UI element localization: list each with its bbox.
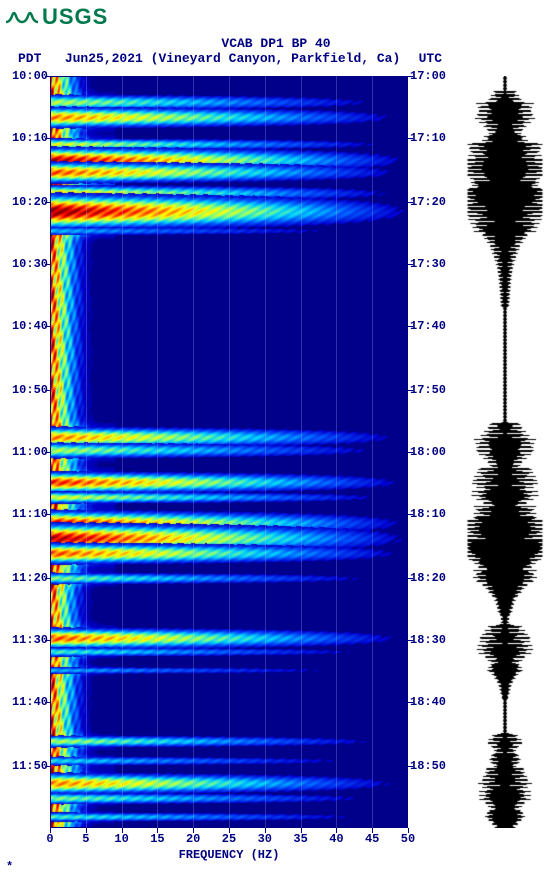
tz-left: PDT bbox=[18, 51, 41, 66]
y-tick-right: 17:10 bbox=[410, 131, 458, 145]
y-tick-left: 11:10 bbox=[0, 507, 48, 521]
y-tick-left: 11:20 bbox=[0, 571, 48, 585]
tz-right: UTC bbox=[419, 51, 442, 66]
y-tick-right: 17:20 bbox=[410, 195, 458, 209]
y-tick-left: 10:10 bbox=[0, 131, 48, 145]
title-location: (Vineyard Canyon, Parkfield, Ca) bbox=[151, 51, 401, 66]
y-axis-left: 10:0010:1010:2010:3010:4010:5011:0011:10… bbox=[0, 76, 48, 828]
seismogram bbox=[466, 76, 544, 828]
chart-title: VCAB DP1 BP 40 PDT Jun25,2021 (Vineyard … bbox=[0, 34, 552, 66]
y-tick-right: 18:00 bbox=[410, 445, 458, 459]
y-tick-left: 11:00 bbox=[0, 445, 48, 459]
y-tick-right: 18:20 bbox=[410, 571, 458, 585]
x-tick: 40 bbox=[329, 832, 343, 846]
y-tick-left: 10:00 bbox=[0, 69, 48, 83]
y-tick-right: 17:30 bbox=[410, 257, 458, 271]
x-tick: 30 bbox=[258, 832, 272, 846]
title-date: Jun25,2021 bbox=[65, 51, 143, 66]
y-tick-right: 17:50 bbox=[410, 383, 458, 397]
y-axis-right: 17:0017:1017:2017:3017:4017:5018:0018:10… bbox=[410, 76, 458, 828]
y-tick-left: 11:30 bbox=[0, 633, 48, 647]
y-tick-left: 10:50 bbox=[0, 383, 48, 397]
x-axis-label: FREQUENCY (HZ) bbox=[50, 848, 408, 862]
x-tick: 20 bbox=[186, 832, 200, 846]
x-tick: 45 bbox=[365, 832, 379, 846]
wave-icon bbox=[6, 8, 38, 26]
x-tick: 50 bbox=[401, 832, 415, 846]
y-tick-right: 18:10 bbox=[410, 507, 458, 521]
x-tick: 5 bbox=[82, 832, 89, 846]
usgs-logo: USGS bbox=[0, 0, 552, 34]
y-tick-left: 11:50 bbox=[0, 759, 48, 773]
x-tick: 10 bbox=[114, 832, 128, 846]
y-tick-right: 18:40 bbox=[410, 695, 458, 709]
x-tick: 25 bbox=[222, 832, 236, 846]
y-tick-left: 11:40 bbox=[0, 695, 48, 709]
y-tick-right: 18:30 bbox=[410, 633, 458, 647]
y-tick-right: 18:50 bbox=[410, 759, 458, 773]
title-station: VCAB DP1 BP 40 bbox=[10, 36, 542, 51]
x-tick: 35 bbox=[293, 832, 307, 846]
y-tick-left: 10:20 bbox=[0, 195, 48, 209]
x-tick: 0 bbox=[46, 832, 53, 846]
y-tick-left: 10:30 bbox=[0, 257, 48, 271]
y-tick-right: 17:00 bbox=[410, 69, 458, 83]
logo-text: USGS bbox=[42, 4, 108, 30]
x-tick: 15 bbox=[150, 832, 164, 846]
footer-mark: * bbox=[6, 860, 13, 874]
y-tick-left: 10:40 bbox=[0, 319, 48, 333]
y-tick-right: 17:40 bbox=[410, 319, 458, 333]
